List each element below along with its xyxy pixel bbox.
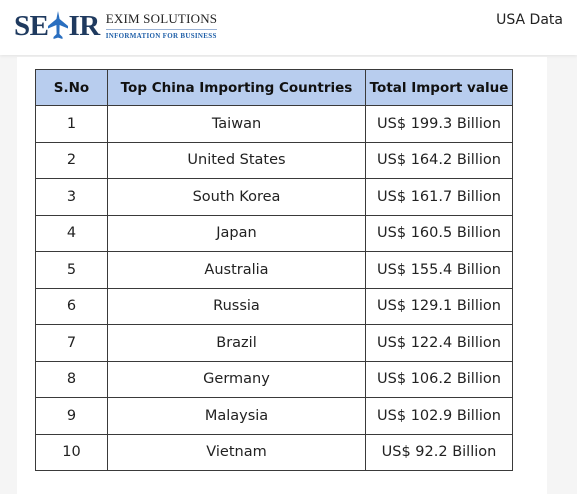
usa-data-link[interactable]: USA Data xyxy=(496,12,563,28)
table-row: 1 Taiwan US$ 199.3 Billion xyxy=(35,105,513,143)
row-sno: 3 xyxy=(35,178,108,216)
row-country: Germany xyxy=(107,360,366,398)
table-row: 9 Malaysia US$ 102.9 Billion xyxy=(35,397,513,435)
logo-tagline: INFORMATION FOR BUSINESS xyxy=(105,28,218,40)
row-country: Malaysia xyxy=(107,397,366,435)
row-country: Brazil xyxy=(107,324,366,362)
table-row: 6 Russia US$ 129.1 Billion xyxy=(35,287,513,325)
table-row: 5 Australia US$ 155.4 Billion xyxy=(35,251,513,289)
table-row: 2 United States US$ 164.2 Billion xyxy=(35,141,513,179)
row-sno: 5 xyxy=(35,251,108,289)
row-sno: 1 xyxy=(35,105,108,143)
row-country: South Korea xyxy=(107,178,366,216)
site-header: SE IR EXIM SOLUTIONS INFORMATION FOR BUS… xyxy=(0,0,577,55)
row-import-value: US$ 102.9 Billion xyxy=(365,397,513,435)
seair-logo[interactable]: SE IR EXIM SOLUTIONS INFORMATION FOR BUS… xyxy=(14,6,218,46)
row-import-value: US$ 92.2 Billion xyxy=(365,433,513,471)
row-import-value: US$ 155.4 Billion xyxy=(365,251,513,289)
row-import-value: US$ 160.5 Billion xyxy=(365,214,513,252)
airplane-icon xyxy=(48,11,69,39)
table-header-row: S.No Top China Importing Countries Total… xyxy=(35,69,513,106)
row-sno: 7 xyxy=(35,324,108,362)
table-row: 8 Germany US$ 106.2 Billion xyxy=(35,360,513,398)
row-sno: 6 xyxy=(35,287,108,325)
table-row: 3 South Korea US$ 161.7 Billion xyxy=(35,178,513,216)
row-import-value: US$ 164.2 Billion xyxy=(365,141,513,179)
row-country: United States xyxy=(107,141,366,179)
row-sno: 8 xyxy=(35,360,108,398)
row-sno: 4 xyxy=(35,214,108,252)
column-header-sno: S.No xyxy=(35,69,108,106)
column-header-country: Top China Importing Countries xyxy=(107,69,366,106)
row-sno: 2 xyxy=(35,141,108,179)
row-country: Russia xyxy=(107,287,366,325)
row-import-value: US$ 199.3 Billion xyxy=(365,105,513,143)
row-import-value: US$ 122.4 Billion xyxy=(365,324,513,362)
row-sno: 9 xyxy=(35,397,108,435)
column-header-import-value: Total Import value xyxy=(365,69,513,106)
row-import-value: US$ 161.7 Billion xyxy=(365,178,513,216)
row-country: Taiwan xyxy=(107,105,366,143)
logo-title: EXIM SOLUTIONS xyxy=(105,10,218,26)
row-country: Australia xyxy=(107,251,366,289)
table-row: 10 Vietnam US$ 92.2 Billion xyxy=(35,433,513,471)
row-country: Japan xyxy=(107,214,366,252)
china-importing-countries-table: S.No Top China Importing Countries Total… xyxy=(35,69,513,471)
row-country: Vietnam xyxy=(107,433,366,471)
table-row: 7 Brazil US$ 122.4 Billion xyxy=(35,324,513,362)
row-sno: 10 xyxy=(35,433,108,471)
row-import-value: US$ 129.1 Billion xyxy=(365,287,513,325)
table-row: 4 Japan US$ 160.5 Billion xyxy=(35,214,513,252)
row-import-value: US$ 106.2 Billion xyxy=(365,360,513,398)
content-panel: S.No Top China Importing Countries Total… xyxy=(17,57,547,494)
logo-wordmark: SE IR xyxy=(14,9,100,42)
